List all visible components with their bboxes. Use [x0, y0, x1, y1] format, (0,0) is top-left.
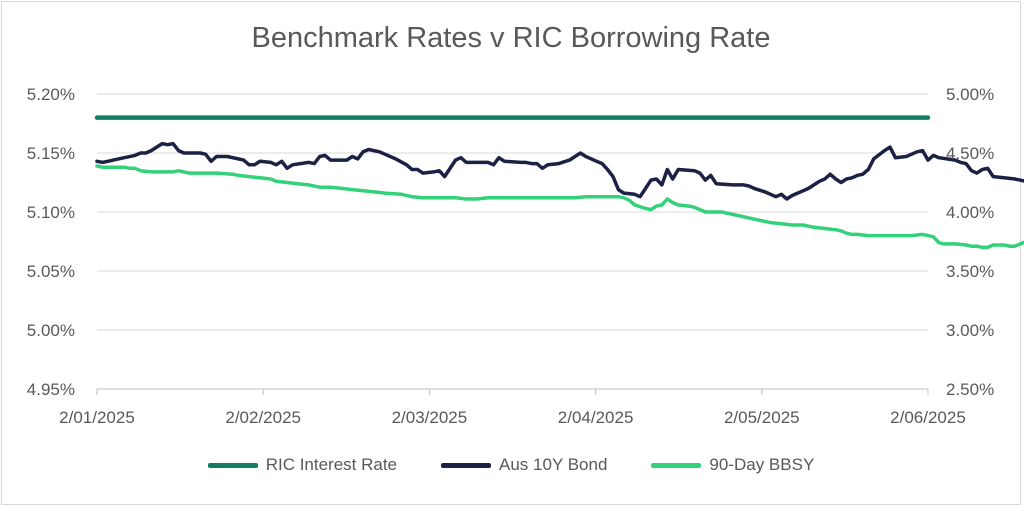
- y-right-tick-label: 3.50%: [946, 262, 994, 281]
- y-left-tick-label: 5.00%: [27, 321, 75, 340]
- y-right-tick-label: 4.50%: [946, 144, 994, 163]
- legend-swatch-ric: [207, 462, 258, 468]
- y-right-tick-label: 3.00%: [946, 321, 994, 340]
- legend-item-ric: RIC Interest Rate: [207, 455, 398, 475]
- y-left-tick-label: 5.10%: [27, 203, 75, 222]
- y-right-tick-label: 4.00%: [946, 203, 994, 222]
- legend-label-ric: RIC Interest Rate: [265, 455, 398, 474]
- tick-labels: 5.20% 5.00% 5.15% 4.50% 5.10% 4.00% 5.05% 3.50%…: [27, 85, 994, 427]
- series-line-1: [95, 141, 1024, 201]
- legend-swatch-aus10y: [441, 462, 492, 468]
- x-tick-label: 2/01/2025: [59, 408, 135, 427]
- legend: RIC Interest Rate Aus 10Y Bond 90-Day BB…: [0, 455, 1022, 475]
- legend-swatch-bbsy: [651, 462, 702, 468]
- series-lines: [94, 115, 1024, 250]
- x-tick-label: 2/02/2025: [225, 408, 301, 427]
- x-tick-label: 2/04/2025: [558, 408, 634, 427]
- series-line-2: [95, 164, 1024, 250]
- x-tick-label: 2/06/2025: [890, 408, 966, 427]
- y-right-tick-label: 2.50%: [946, 380, 994, 399]
- grid-lines: [97, 93, 928, 331]
- legend-label-bbsy: 90-Day BBSY: [709, 455, 815, 474]
- y-left-tick-label: 5.05%: [27, 262, 75, 281]
- legend-item-bbsy: 90-Day BBSY: [651, 455, 814, 475]
- legend-item-aus10y: Aus 10Y Bond: [441, 455, 607, 475]
- y-left-tick-label: 5.20%: [27, 85, 75, 104]
- x-tick-label: 2/05/2025: [724, 408, 800, 427]
- x-tick-label: 2/03/2025: [392, 408, 468, 427]
- axes: [96, 388, 929, 395]
- y-right-tick-label: 5.00%: [946, 85, 994, 104]
- legend-label-aus10y: Aus 10Y Bond: [499, 455, 608, 474]
- y-left-tick-label: 5.15%: [27, 144, 75, 163]
- y-left-tick-label: 4.95%: [27, 380, 75, 399]
- chart-title: Benchmark Rates v RIC Borrowing Rate: [251, 22, 771, 54]
